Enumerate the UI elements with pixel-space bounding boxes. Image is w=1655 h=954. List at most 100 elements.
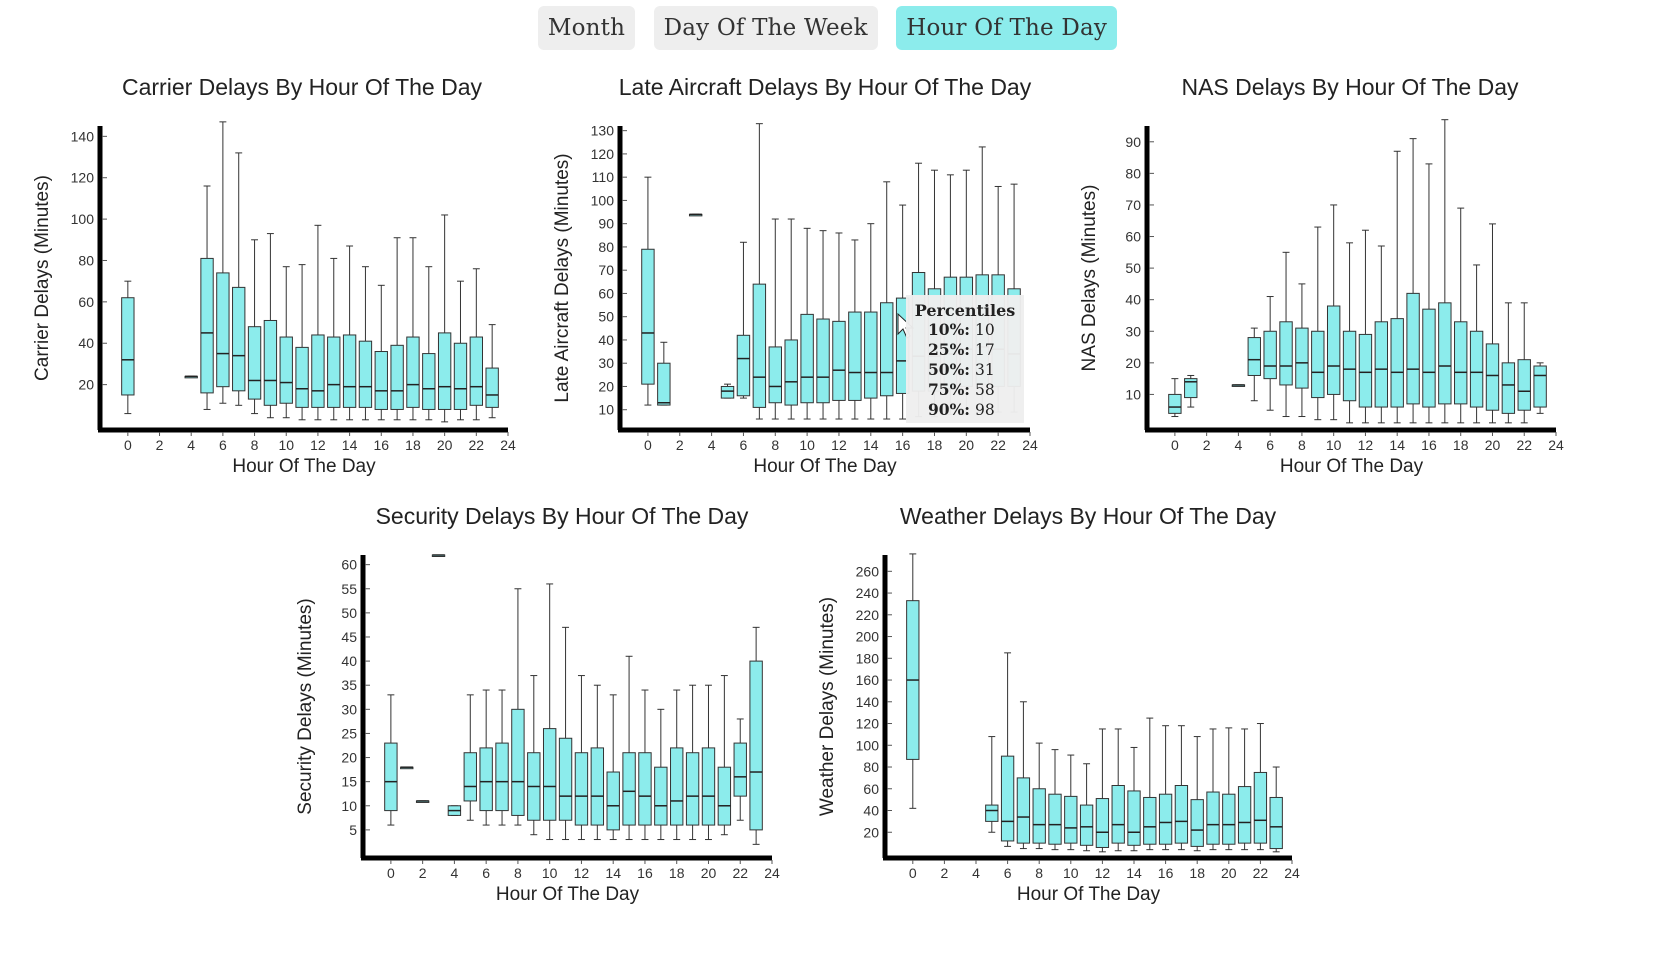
y-tick-label: 10 (598, 402, 614, 418)
x-tick-label: 10 (278, 437, 294, 453)
box-hour-10 (1064, 754, 1078, 851)
box-iqr (720, 385, 735, 399)
x-tick-label: 22 (1253, 865, 1269, 881)
box-hour-18 (1190, 736, 1204, 852)
box-hour-23 (1533, 362, 1547, 414)
box-hour-8 (1295, 283, 1309, 418)
box-hour-1 (1184, 374, 1198, 408)
tooltip-label: 25%: (928, 340, 971, 359)
box-iqr (1253, 771, 1268, 844)
tab-hour-of-the-day[interactable]: Hour Of The Day (896, 6, 1118, 50)
box-hour-12 (832, 232, 846, 420)
y-tick-label: 100 (591, 192, 615, 208)
box-hour-0 (906, 553, 920, 809)
y-tick-label: 240 (856, 585, 880, 601)
tooltip-label: 90%: (928, 400, 971, 419)
x-tick-label: 12 (574, 865, 590, 881)
box-iqr (263, 319, 278, 406)
y-tick-label: 120 (856, 716, 880, 732)
security-chart: Security Delays By Hour Of The Day 5 10 15 2… (295, 503, 780, 905)
carrier-chart: Carrier Delays By Hour Of The Day2040608… (32, 74, 516, 477)
box-hour-11 (1342, 242, 1357, 424)
box-iqr (1247, 337, 1261, 376)
y-tick-label: 55 (341, 581, 357, 597)
y-tick-label: 130 (591, 123, 615, 139)
box-iqr (542, 728, 557, 821)
x-tick-label: 16 (637, 865, 653, 881)
box-hour-16 (374, 284, 388, 421)
x-tick-label: 14 (863, 437, 879, 453)
x-axis-label: Hour Of The Day (232, 456, 376, 477)
tab-bar: Month Day Of The Week Hour Of The Day (0, 6, 1655, 50)
tooltip-value: 17 (974, 341, 995, 359)
box-iqr (216, 272, 230, 388)
box-iqr (342, 334, 357, 408)
box-hour-15 (1406, 138, 1420, 424)
box-iqr (1517, 359, 1531, 411)
box-hour-7 (232, 152, 246, 406)
box-iqr (469, 336, 483, 406)
x-tick-label: 4 (187, 437, 195, 453)
x-axis-label: Hour Of The Day (1017, 884, 1161, 905)
box-hour-3 (431, 554, 446, 557)
box-iqr (1374, 321, 1389, 408)
box-iqr (374, 351, 388, 410)
box-hour-8 (511, 588, 525, 826)
x-tick-label: 0 (387, 865, 395, 881)
x-tick-label: 8 (251, 437, 259, 453)
box-iqr (1206, 791, 1220, 845)
box-hour-12 (1095, 728, 1110, 853)
y-tick-label: 20 (341, 750, 357, 766)
x-tick-label: 6 (482, 865, 490, 881)
y-tick-label: 60 (598, 285, 614, 301)
box-hour-21 (717, 675, 732, 836)
tooltip-row: 50%: 31 (928, 360, 1024, 380)
tab-month[interactable]: Month (537, 6, 636, 50)
y-axis-label: Weather Delays (Minutes) (817, 597, 838, 816)
box-iqr (479, 747, 493, 812)
y-axis-label: Late Aircraft Delays (Minutes) (552, 153, 573, 402)
y-tick-label: 160 (856, 672, 880, 688)
box-hour-2 (415, 800, 430, 803)
box-hour-22 (733, 718, 747, 821)
tab-day-of-the-week[interactable]: Day Of The Week (653, 6, 878, 50)
box-iqr (670, 747, 684, 826)
box-hour-10 (279, 266, 293, 419)
box-iqr (384, 742, 398, 812)
box-hour-5 (720, 383, 735, 399)
box-hour-8 (1032, 742, 1046, 850)
box-iqr (1501, 362, 1516, 414)
y-tick-label: 50 (1125, 260, 1141, 276)
y-tick-label: 60 (341, 557, 357, 573)
box-iqr (1342, 330, 1357, 402)
box-hour-12 (1358, 229, 1373, 424)
box-iqr (1469, 330, 1484, 408)
y-tick-label: 80 (863, 759, 879, 775)
x-tick-label: 6 (219, 437, 227, 453)
box-iqr (121, 297, 135, 396)
tooltip-label: 75%: (928, 380, 971, 399)
tooltip-row: 75%: 58 (928, 380, 1024, 400)
box-hour-13 (1111, 728, 1125, 852)
y-tick-label: 10 (1125, 386, 1141, 402)
box-hour-16 (638, 689, 652, 841)
box-iqr (1222, 793, 1236, 845)
x-tick-label: 18 (405, 437, 421, 453)
x-tick-label: 14 (342, 437, 358, 453)
x-axis-label: Hour Of The Day (753, 456, 897, 477)
box-iqr (1326, 305, 1341, 395)
x-tick-label: 22 (732, 865, 748, 881)
y-tick-label: 70 (598, 262, 614, 278)
y-tick-label: 20 (598, 378, 614, 394)
box-hour-6 (736, 241, 751, 399)
box-hour-10 (800, 227, 814, 420)
box-iqr (749, 660, 763, 831)
box-iqr (574, 752, 589, 826)
box-hour-7 (1279, 251, 1293, 418)
x-tick-label: 22 (469, 437, 485, 453)
box-hour-9 (263, 233, 278, 419)
box-hour-13 (327, 257, 341, 421)
x-axis-label: Hour Of The Day (496, 884, 640, 905)
box-iqr (1279, 321, 1293, 386)
